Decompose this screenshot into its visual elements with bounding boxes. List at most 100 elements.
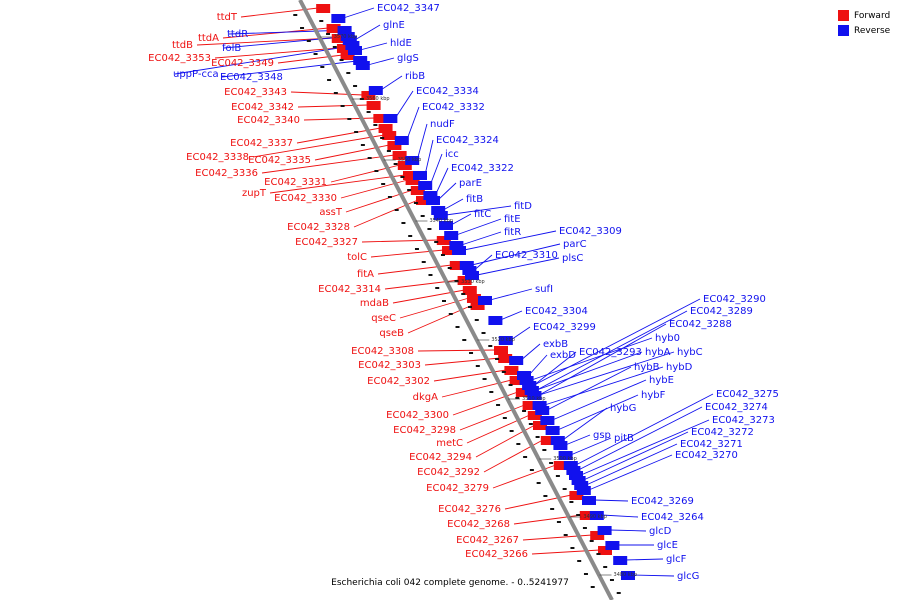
gene-label-fitc: fitC [474, 209, 491, 220]
leader-zupt [269, 174, 406, 194]
gene-feature-ec042-3324 [413, 171, 427, 180]
leader-ec042-3294 [475, 424, 536, 458]
leader-ec042-3348 [221, 59, 366, 78]
leader-gsp [565, 434, 591, 446]
gene-feature-ec042-3347 [331, 14, 346, 23]
gene-feature-hybd [532, 401, 547, 410]
gene-label-ec042-3302: EC042_3302 [367, 376, 430, 387]
tick-label-3570-kbp: 3570 kbp [334, 34, 358, 40]
gene-feature-ec042-3298 [522, 401, 537, 410]
gene-label-fitr: fitR [504, 227, 521, 238]
leader-exbb [520, 343, 541, 361]
gene-feature-ec042-3299 [498, 336, 513, 345]
gene-label-hybc: hybC [677, 347, 703, 358]
leader-ec042-3266 [531, 549, 601, 555]
gene-feature-fitb [431, 206, 446, 215]
gene-feature-qsec [466, 294, 481, 303]
leader-exbd [528, 354, 548, 376]
axis-mark [300, 27, 305, 29]
gene-feature-ec042-3334 [383, 114, 398, 123]
gene-feature-ec042-3303 [498, 354, 513, 363]
axis-mark [461, 293, 466, 295]
gene-feature-ec042-3332 [394, 136, 409, 145]
axis-mark [454, 280, 459, 282]
axis-mark [509, 430, 514, 432]
leader-plsc [476, 257, 560, 276]
axis-mark [481, 332, 486, 334]
axis-mark [475, 365, 480, 367]
gene-feature-ec042-3322 [423, 191, 438, 200]
leader-ec042-3328 [353, 199, 419, 228]
gene-feature-ec042-3275 [563, 461, 578, 470]
gene-feature-ec042-3276 [569, 491, 584, 500]
leader-glcg [632, 574, 675, 577]
axis-mark [495, 358, 500, 360]
leader-ec042-3271 [586, 443, 678, 486]
axis-mark [488, 345, 493, 347]
axis-mark [550, 508, 555, 510]
axis-mark [381, 183, 386, 185]
gene-feature-ec042-3330 [405, 176, 420, 185]
leader-ec042-3304 [500, 310, 523, 321]
leader-ec042-3343 [290, 91, 364, 96]
axis-mark [387, 196, 392, 198]
tick-label-3520-kbp: 3520 kbp [491, 337, 515, 343]
axis-mark [616, 592, 621, 594]
axis-mark [326, 33, 331, 35]
axis-mark [366, 111, 371, 113]
axis-mark [327, 79, 332, 81]
leader-ec042-3299 [510, 326, 531, 341]
gene-label-ec042-3294: EC042_3294 [409, 452, 472, 463]
gene-label-ec042-3336: EC042_3336 [195, 168, 258, 179]
leader-hybf [557, 394, 639, 431]
axis-mark [609, 579, 614, 581]
axis-mark [455, 326, 460, 328]
gene-label-uppp-cca: uppP-cca [173, 69, 219, 80]
gene-label-ec042-3273: EC042_3273 [712, 415, 775, 426]
axis-mark [380, 137, 385, 139]
gene-label-asst: assT [319, 207, 343, 218]
leader-sufi [489, 288, 533, 301]
leader-glcd [609, 529, 647, 532]
gene-feature-ec042-3274 [566, 466, 581, 475]
gene-label-ec042-3327: EC042_3327 [295, 237, 358, 248]
tick-label-3550-kbp: 3550 kbp [398, 157, 422, 163]
gene-label-fite: fitE [504, 214, 521, 225]
gene-label-ec042-3293: EC042_3293 [579, 347, 642, 358]
axis-mark [393, 163, 398, 165]
leader-ec042-3288 [539, 323, 667, 396]
gene-feature-pare [426, 196, 440, 205]
gene-label-gsp: gsp [593, 430, 611, 441]
gene-feature-hybe [540, 416, 555, 425]
leader-ec042-3290 [533, 298, 701, 386]
legend-forward-swatch [838, 10, 849, 21]
gene-label-ttda: ttdA [198, 33, 219, 44]
axis-mark [407, 189, 412, 191]
leader-ec042-3309 [463, 230, 557, 251]
leader-ttda [222, 27, 329, 39]
gene-feature-ttda [326, 24, 341, 33]
gene-feature-qseb [470, 301, 485, 310]
gene-feature-hybg [550, 436, 565, 445]
gene-label-ec042-3349: EC042_3349 [211, 58, 274, 69]
gene-feature-fita [449, 261, 464, 270]
gene-label-ec042-3299: EC042_3299 [533, 322, 596, 333]
axis-mark [320, 66, 325, 68]
gene-feature-ec042-3338 [382, 131, 397, 140]
genome-axis-line [298, 0, 614, 600]
gene-label-pitb: pitB [614, 433, 634, 444]
gene-feature-fitr [449, 241, 464, 250]
gene-label-ec042-3289: EC042_3289 [690, 306, 753, 317]
gene-feature-glcd [597, 526, 612, 535]
leader-fitr [461, 231, 502, 246]
leader-ribb [380, 75, 403, 91]
leader-ec042-3269 [593, 499, 629, 502]
axis-mark [603, 566, 608, 568]
leader-ec042-3336 [261, 154, 395, 174]
axis-mark [462, 339, 467, 341]
gene-label-ec042-3310: EC042_3310 [495, 250, 558, 261]
axis-mark [556, 521, 561, 523]
axis-mark [339, 59, 344, 61]
gene-feature-ec042-3336 [392, 151, 407, 160]
axis-mark [489, 391, 494, 393]
